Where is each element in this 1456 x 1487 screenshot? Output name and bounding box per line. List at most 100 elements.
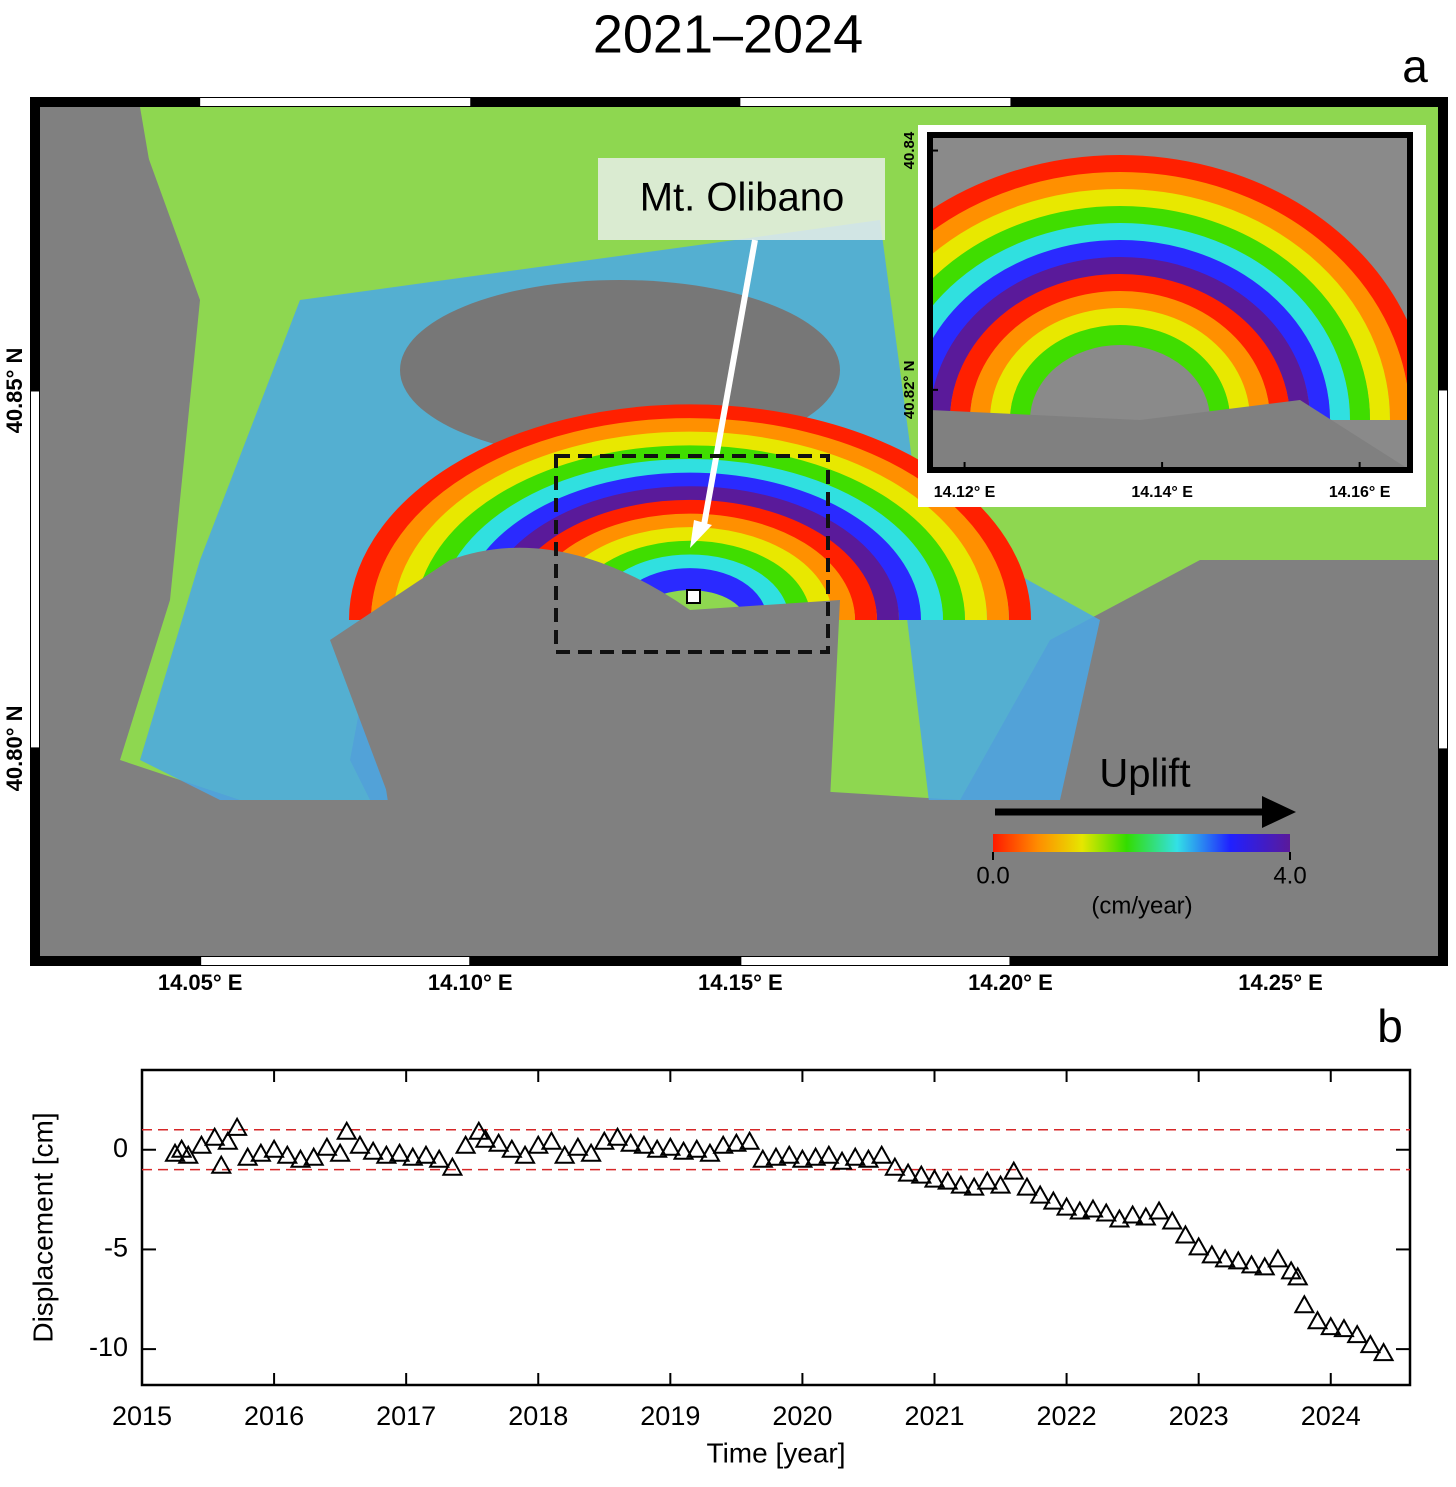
x-tick-label: 2015 [112, 1401, 172, 1431]
data-point [210, 1154, 232, 1174]
x-tick-label: 14.15° E [698, 970, 783, 995]
data-point [831, 1150, 853, 1170]
frame-segment [740, 98, 1011, 106]
x-tick-label: 14.12° E [934, 484, 996, 501]
data-point [1240, 1254, 1263, 1274]
data-point [540, 1130, 563, 1150]
colorbar-tick-label: 0.0 [976, 862, 1009, 889]
deformation-fringe [930, 240, 1330, 421]
x-tick-label: 2018 [508, 1401, 568, 1431]
data-point [619, 1132, 642, 1152]
deformation-fringe [930, 257, 1310, 421]
data-point [752, 1148, 774, 1168]
data-point [203, 1126, 226, 1146]
x-tick-label: 2019 [640, 1401, 700, 1431]
data-point [1121, 1204, 1144, 1224]
y-tick-label: 40.85° N [2, 348, 27, 434]
data-point [1042, 1190, 1065, 1210]
data-point [362, 1140, 384, 1160]
deformation-fringe [349, 404, 1031, 621]
deformation-fringe [990, 308, 1250, 421]
data-point [1346, 1324, 1368, 1344]
x-axis-label: Time [year] [707, 1437, 846, 1468]
data-point [501, 1138, 523, 1158]
deformation-fringe [1010, 325, 1230, 421]
site-marker [686, 589, 701, 604]
frame-segment [740, 957, 1011, 965]
deformation-fringe [950, 274, 1290, 421]
data-point [1293, 1294, 1316, 1314]
data-point [388, 1142, 411, 1162]
data-point [1227, 1250, 1249, 1270]
x-tick-label: 2022 [1037, 1401, 1097, 1431]
data-point [765, 1146, 787, 1166]
data-point [454, 1134, 477, 1154]
data-point [474, 1128, 497, 1148]
data-point [336, 1120, 358, 1140]
data-point [818, 1144, 840, 1164]
y-tick-label: -10 [89, 1332, 128, 1362]
x-tick-label: 14.16° E [1329, 484, 1391, 501]
data-point [659, 1136, 682, 1156]
data-point [686, 1138, 708, 1158]
x-tick-label: 2021 [904, 1401, 964, 1431]
data-point [527, 1134, 549, 1154]
title: 2021–2024 [593, 4, 863, 64]
data-point [1201, 1244, 1223, 1264]
data-point [791, 1148, 814, 1168]
sea [40, 107, 190, 700]
data-point [415, 1144, 437, 1164]
data-point [725, 1132, 748, 1152]
data-point [989, 1174, 1012, 1194]
y-tick-label: 0 [113, 1133, 128, 1163]
plot-frame [140, 1068, 1412, 1387]
x-tick-label: 14.05° E [158, 970, 243, 995]
x-tick-label: 14.20° E [968, 970, 1053, 995]
data-point [302, 1146, 325, 1166]
data-point [580, 1142, 602, 1162]
data-point [1174, 1224, 1197, 1244]
y-tick-label: -5 [104, 1233, 128, 1263]
data-point [514, 1144, 536, 1164]
frame-segment [1439, 390, 1447, 749]
x-tick-label: 2016 [244, 1401, 304, 1431]
x-tick-label: 14.14° E [1131, 484, 1193, 501]
arrow [701, 239, 758, 526]
deformation-fringe [393, 431, 987, 621]
data-point [1082, 1198, 1104, 1218]
label-box [598, 158, 885, 240]
data-point [950, 1174, 972, 1194]
x-tick-label: 2024 [1301, 1401, 1361, 1431]
deformation-fringe [970, 291, 1270, 421]
data-point [1069, 1200, 1091, 1220]
frame-segment [200, 957, 471, 965]
x-tick-label: 2023 [1169, 1401, 1229, 1431]
data-point [428, 1148, 450, 1168]
data-point [1287, 1266, 1309, 1286]
annotation: Mt. Olibano [640, 176, 845, 220]
data-point [164, 1142, 186, 1162]
colorbar-tick-label: 4.0 [1273, 862, 1306, 889]
data-point [567, 1136, 589, 1156]
inset-frame [927, 132, 1413, 473]
y-tick-label: 40.80° N [2, 705, 27, 791]
data-point [316, 1136, 338, 1156]
arrow-head [1262, 796, 1296, 828]
data-point [870, 1144, 893, 1164]
data-point [1095, 1202, 1117, 1222]
data-point [593, 1130, 616, 1150]
arrow-head [690, 520, 712, 548]
data-point [1372, 1342, 1395, 1362]
x-tick-label: 14.25° E [1238, 970, 1323, 995]
data-point [1029, 1184, 1051, 1204]
zoom-box [554, 454, 830, 654]
deformation-fringe [930, 223, 1350, 421]
sea [40, 800, 1438, 956]
x-tick-label: 2017 [376, 1401, 436, 1431]
data-point [236, 1146, 259, 1166]
data-point [329, 1142, 351, 1162]
frame-segment [31, 390, 39, 749]
data-point [177, 1144, 199, 1164]
y-tick-label: 40.84 [901, 131, 918, 169]
